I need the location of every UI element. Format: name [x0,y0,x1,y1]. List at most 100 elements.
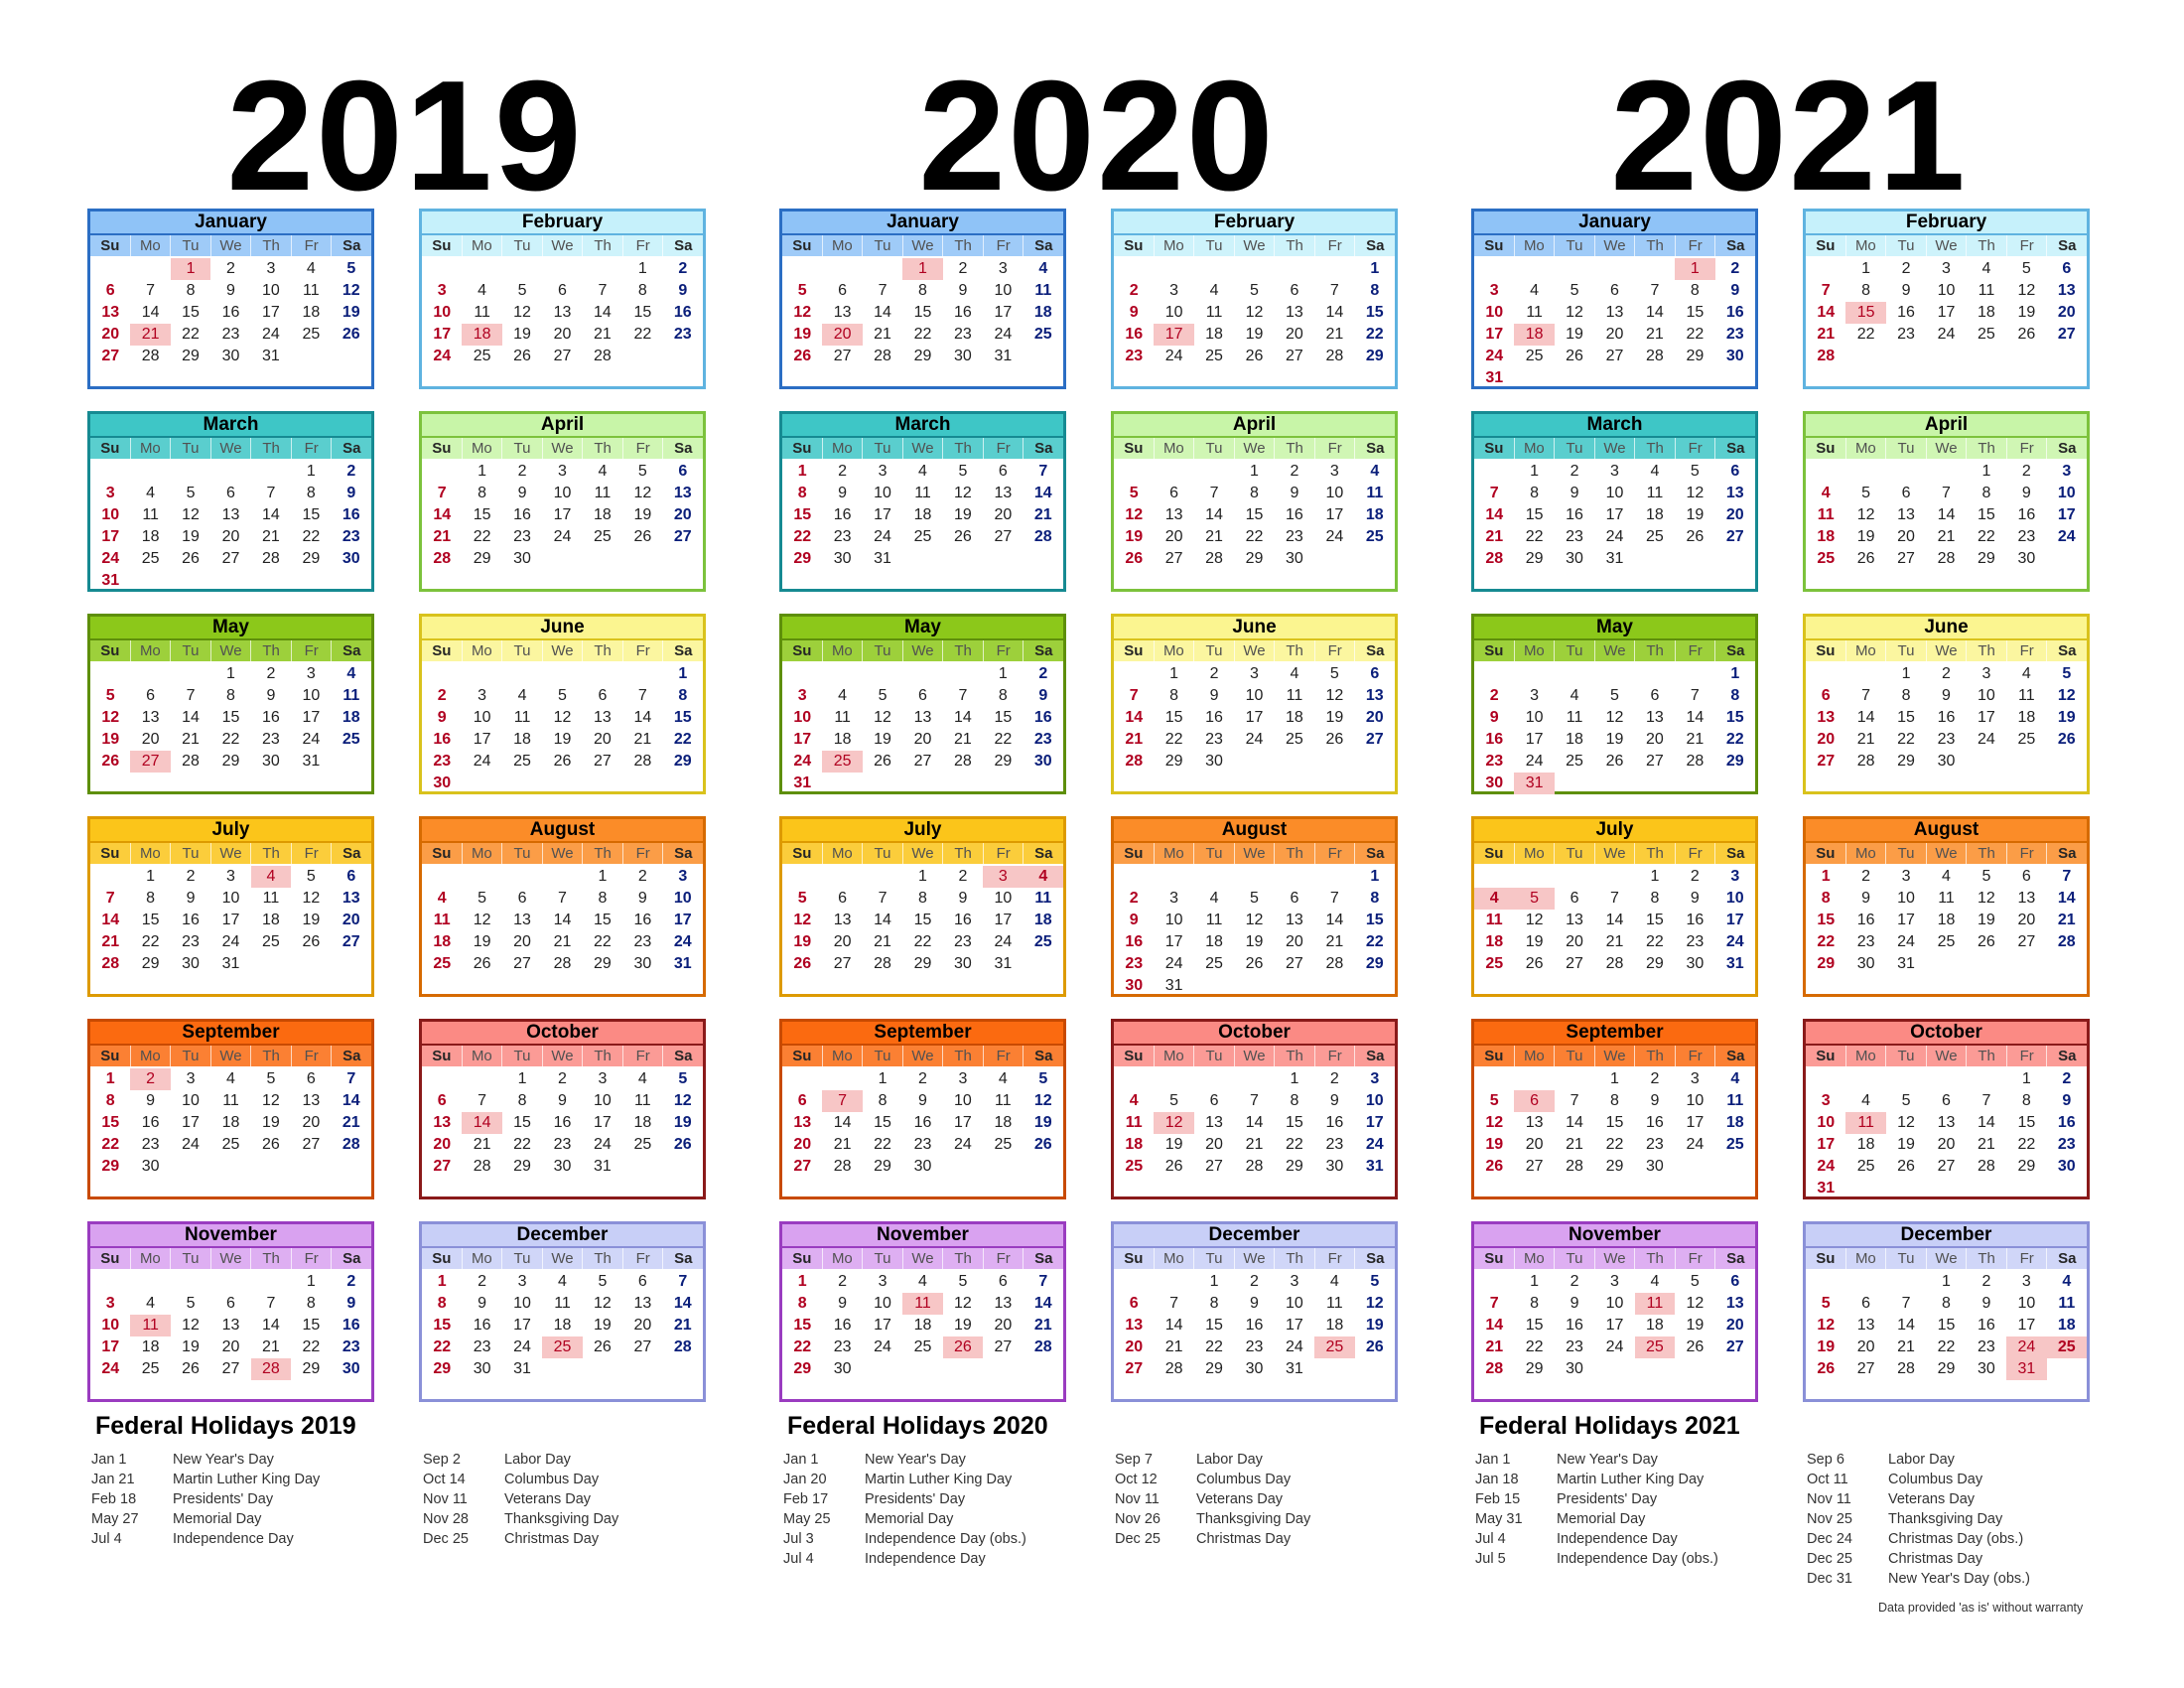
day-cell: 24 [1525,753,1544,770]
weekday-label: Su [422,1046,463,1066]
holiday-name: Columbus Day [1196,1472,1292,1487]
day-cell: 13 [1125,1317,1144,1334]
holiday-date: Jan 18 [1475,1472,1519,1487]
holiday-day: 25 [1314,1336,1355,1358]
holiday-list: Sep 7 Labor Day Oct 12 Columbus Day Nov 11 Ve… [1115,1450,1442,1549]
weekday-header: Su Mo Tu We Th Fr Sa [422,1248,703,1269]
holiday-name: Presidents' Day [1557,1491,1658,1507]
day-cell: 26 [101,753,120,770]
day-cell: 27 [1725,528,1744,545]
day-cell: 8 [1981,485,1991,501]
weekday-header: Su Mo Tu We Th Fr Sa [422,438,703,459]
day-cell: 6 [1650,687,1660,704]
day-cell: 13 [341,890,360,907]
day-cell: 14 [262,506,280,523]
holiday-day: 14 [462,1112,502,1134]
weekday-label: We [211,1248,252,1269]
day-cell: 20 [1525,1136,1544,1153]
empty-day [1314,258,1354,280]
weekday-label: We [211,235,252,256]
weekday-label: We [903,1046,944,1066]
day-cell: 11 [995,1092,1012,1109]
weekday-label: Tu [1886,1046,1927,1066]
day-cell: 25 [262,933,280,950]
day-cell: 30 [633,955,652,972]
day-cell: 10 [994,282,1013,299]
day-cell: 19 [1245,326,1264,343]
day-cell: 11 [1125,1114,1143,1131]
holiday-name: Christmas Day (obs.) [1888,1531,2024,1547]
day-cell: 12 [874,709,891,726]
month-name: May [782,617,1063,640]
day-cell: 14 [341,1092,360,1109]
day-cell: 12 [1686,485,1705,501]
day-cell: 27 [673,528,692,545]
day-cell: 4 [306,260,316,277]
day-cell: 13 [833,912,852,928]
weekday-label: Tu [863,235,903,256]
day-cell: 11 [1726,1092,1744,1109]
day-cell: 19 [954,506,972,523]
day-cell: 9 [146,1092,156,1109]
weekday-label: Sa [1034,845,1053,862]
day-cell: 3 [1901,868,1911,885]
day-cell: 27 [513,955,531,972]
day-cell: 21 [1245,1136,1264,1153]
day-cell: 11 [594,485,612,501]
empty-day [822,258,862,280]
holiday-row: Nov 26 Thanksgiving Day [1115,1509,1442,1529]
holiday-date: Oct 11 [1807,1472,1848,1487]
weekday-label: Tu [1194,438,1235,459]
empty-day [1926,461,1966,483]
day-cell: 20 [341,912,360,928]
day-cell: 7 [1038,1273,1048,1290]
day-cell: 29 [1365,348,1384,364]
day-cell: 4 [226,1070,235,1087]
day-cell: 12 [101,709,120,726]
weekday-label: Mo [823,235,864,256]
day-cell: 29 [1605,1158,1624,1175]
day-cell: 23 [1856,933,1875,950]
day-cell: 9 [1981,1295,1991,1312]
weekday-label: We [903,438,944,459]
day-cell: 25 [1525,348,1544,364]
day-cell: 16 [433,731,452,748]
empty-day [1886,1271,1926,1293]
weekday-label: Th [251,438,292,459]
day-cell: 7 [1329,890,1339,907]
weekday-header: Su Mo Tu We Th Fr Sa [90,235,371,256]
day-cell: 30 [1205,753,1223,770]
day-cell: 14 [182,709,200,726]
day-cell: 13 [1286,304,1303,321]
day-cell: 14 [433,506,452,523]
day-cell: 1 [1209,1273,1219,1290]
day-cell: 16 [473,1317,491,1334]
weekday-label: We [1235,1046,1276,1066]
empty-day [1967,1068,2006,1090]
day-cell: 22 [673,731,692,748]
month-name: July [90,819,371,843]
day-cell: 24 [1897,933,1915,950]
day-cell: 14 [553,912,572,928]
day-cell: 7 [1821,282,1831,299]
day-cell: 7 [1209,485,1219,501]
holiday-date: Feb 15 [1475,1491,1521,1507]
day-cell: 24 [1605,1338,1624,1355]
weekday-label: We [1595,640,1636,661]
weekday-label: Fr [2007,1046,2048,1066]
day-cell: 19 [2017,304,2036,321]
weekday-label: Su [1114,843,1155,864]
day-cell: 16 [1646,1114,1664,1131]
day-cell: 21 [1325,326,1344,343]
weekday-header: Su Mo Tu We Th Fr Sa [782,1248,1063,1269]
day-cell: 30 [1325,1158,1344,1175]
day-cell: 14 [673,1295,692,1312]
day-cell: 23 [513,528,531,545]
day-cell: 31 [994,955,1013,972]
empty-day [1194,866,1234,888]
weekday-label: Th [1967,235,2007,256]
day-grid: 1 2 3 4 5 6 7 8 9 10 11 12 13 14 15 16 17 18 19 20 21 22 23 24 2… [90,1269,371,1380]
day-cell: 25 [2017,731,2036,748]
day-cell: 28 [1686,753,1705,770]
day-cell: 11 [474,304,490,321]
